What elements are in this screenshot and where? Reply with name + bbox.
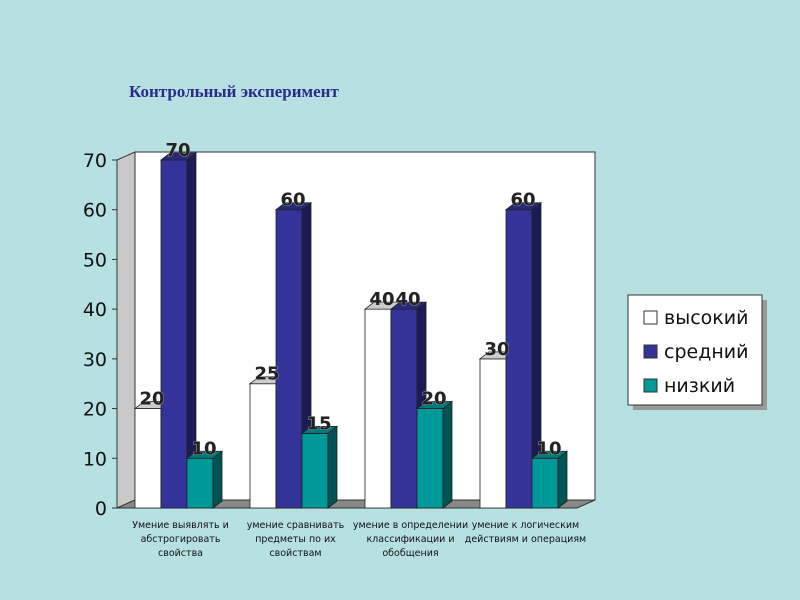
x-category-label: умение в определении классификации и обобщ… <box>353 520 468 559</box>
legend: высокий средний низкий <box>627 294 767 410</box>
x-axis: Умение выявлять и абстрогировать свойства у… <box>132 520 586 559</box>
bar-front <box>301 433 329 509</box>
bar-средний <box>504 201 543 509</box>
bar-side <box>557 450 568 509</box>
data-label: 20 <box>139 389 164 410</box>
y-tick-label: 10 <box>83 448 107 470</box>
bar-front <box>531 457 559 509</box>
data-label: 40 <box>395 289 420 310</box>
bar-front <box>479 358 507 509</box>
y-tick-label: 50 <box>83 249 107 271</box>
bar-средний <box>159 152 198 509</box>
data-label: 15 <box>306 413 331 434</box>
x-category-label-line: действиям и операциям <box>465 534 586 545</box>
bar-низкий <box>530 450 569 509</box>
data-label: 70 <box>165 140 190 161</box>
bar-front <box>134 408 162 509</box>
bar-top <box>159 152 198 161</box>
x-category-label-line: предметы по их <box>255 534 336 545</box>
data-label: 10 <box>191 438 216 459</box>
legend-swatch-высокий <box>643 310 658 325</box>
bar-front <box>249 383 277 509</box>
legend-swatch-низкий <box>643 378 658 393</box>
legend-swatch-средний <box>643 344 658 359</box>
y-tick-label: 30 <box>83 349 107 371</box>
data-label: 30 <box>484 339 509 360</box>
data-label: 10 <box>536 438 561 459</box>
bar-top <box>415 401 454 409</box>
x-category-label-line: абстрогировать <box>141 534 221 545</box>
plot-side-wall <box>116 151 136 509</box>
x-category-label-line: обобщения <box>382 548 438 559</box>
y-tick-label: 40 <box>83 299 107 321</box>
y-tick-label: 20 <box>83 399 107 421</box>
data-label: 25 <box>254 364 279 385</box>
bar-низкий <box>185 450 224 509</box>
bar-низкий <box>415 400 454 509</box>
bar-front <box>275 209 303 509</box>
bar-top <box>530 450 569 459</box>
x-category-label-line: классификации и <box>366 534 454 545</box>
data-labels: 20 70 10 25 60 15 40 40 20 30 60 10 <box>139 140 562 460</box>
chart-title: Контрольный эксперимент <box>129 82 339 101</box>
data-label: 60 <box>280 190 305 211</box>
legend-label-средний: средний <box>664 341 748 363</box>
bar-side <box>212 450 223 509</box>
bar-top <box>274 202 313 211</box>
data-label: 20 <box>421 389 446 410</box>
x-category-label-line: свойства <box>158 548 203 559</box>
bar-top <box>185 450 224 459</box>
data-label: 40 <box>369 289 394 310</box>
bar-side <box>442 400 453 509</box>
bar-front <box>160 159 188 509</box>
y-tick-label: 70 <box>83 150 107 172</box>
x-category-label-line: умение сравнивать <box>247 520 345 531</box>
bars <box>133 152 569 509</box>
bar-side <box>327 425 338 509</box>
legend-label-высокий: высокий <box>664 307 748 329</box>
y-tick-label: 0 <box>95 498 107 520</box>
x-category-label: умение сравнивать предметы по их свойствам <box>247 520 345 559</box>
bar-front <box>505 209 533 509</box>
data-label: 60 <box>510 190 535 211</box>
legend-label-низкий: низкий <box>664 375 735 397</box>
bar-top <box>504 202 543 211</box>
x-category-label-line: умение к логическим <box>472 520 579 531</box>
x-category-label: Умение выявлять и абстрогировать свойства <box>132 520 229 559</box>
bar-top <box>300 426 339 434</box>
bar-front <box>186 457 214 509</box>
bar-front <box>416 408 444 509</box>
bar-front <box>364 308 392 509</box>
y-tick-label: 60 <box>83 200 107 222</box>
bar-низкий <box>300 425 339 509</box>
x-category-label-line: умение в определении <box>353 520 468 531</box>
x-category-label-line: Умение выявлять и <box>132 520 229 531</box>
y-axis: 0 10 20 30 40 50 60 70 <box>83 150 118 520</box>
bar-front <box>390 308 418 509</box>
x-category-label-line: свойствам <box>269 548 321 559</box>
x-category-label: умение к логическим действиям и операциям <box>465 520 586 545</box>
bar-top <box>389 301 428 310</box>
